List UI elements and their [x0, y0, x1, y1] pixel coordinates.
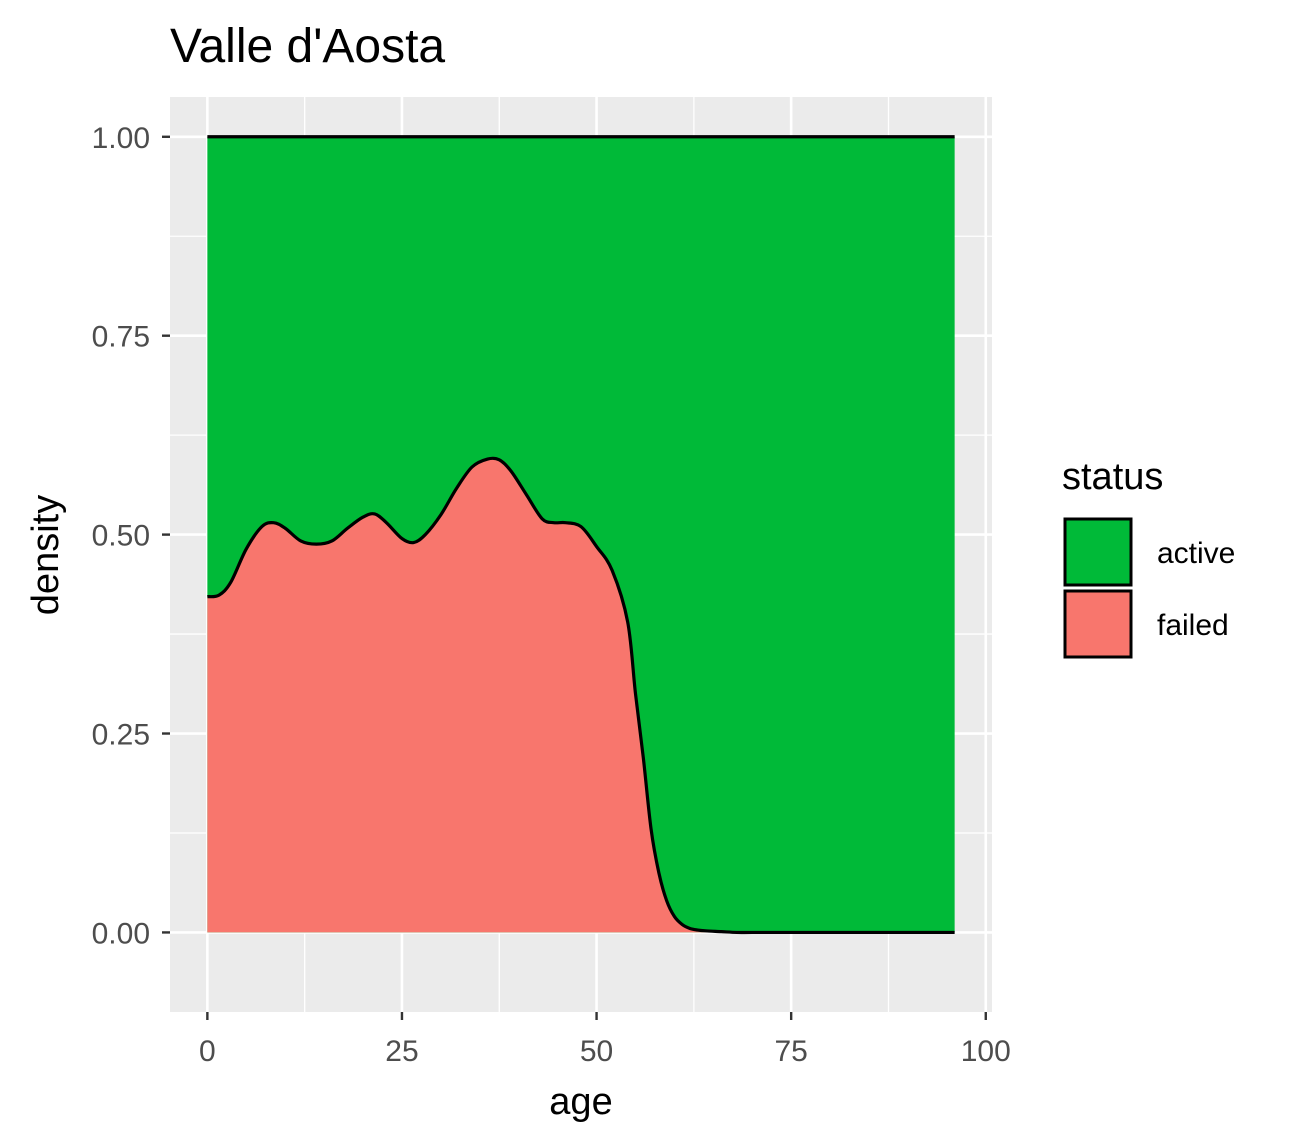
y-tick-label: 0.25: [92, 719, 150, 752]
x-tick-label: 100: [961, 1035, 1011, 1068]
x-tick-label: 50: [580, 1035, 613, 1068]
legend-title: status: [1062, 456, 1163, 498]
y-tick-label: 1.00: [92, 122, 150, 155]
legend: status active failed: [1062, 456, 1235, 659]
legend-key-failed: [1063, 589, 1133, 659]
y-tick-label: 0.50: [92, 520, 150, 553]
legend-label-failed: failed: [1157, 609, 1229, 642]
x-axis: 0 25 50 75 100: [199, 1012, 1011, 1068]
y-tick-label: 0.75: [92, 321, 150, 354]
failed-outline: [207, 456, 955, 935]
x-tick-label: 75: [774, 1035, 807, 1068]
y-axis: 0.00 0.25 0.50 0.75 1.00: [92, 122, 170, 950]
legend-key-active: [1063, 517, 1133, 587]
failed-area: [207, 458, 955, 933]
x-tick-label: 25: [385, 1035, 418, 1068]
y-tick-label: 0.00: [92, 917, 150, 950]
legend-label-active: active: [1157, 537, 1235, 570]
x-axis-title: age: [549, 1081, 612, 1123]
y-axis-title: density: [25, 495, 67, 615]
plot-areas: [207, 135, 955, 935]
x-tick-label: 0: [199, 1035, 216, 1068]
chart-title: Valle d'Aosta: [170, 20, 445, 73]
